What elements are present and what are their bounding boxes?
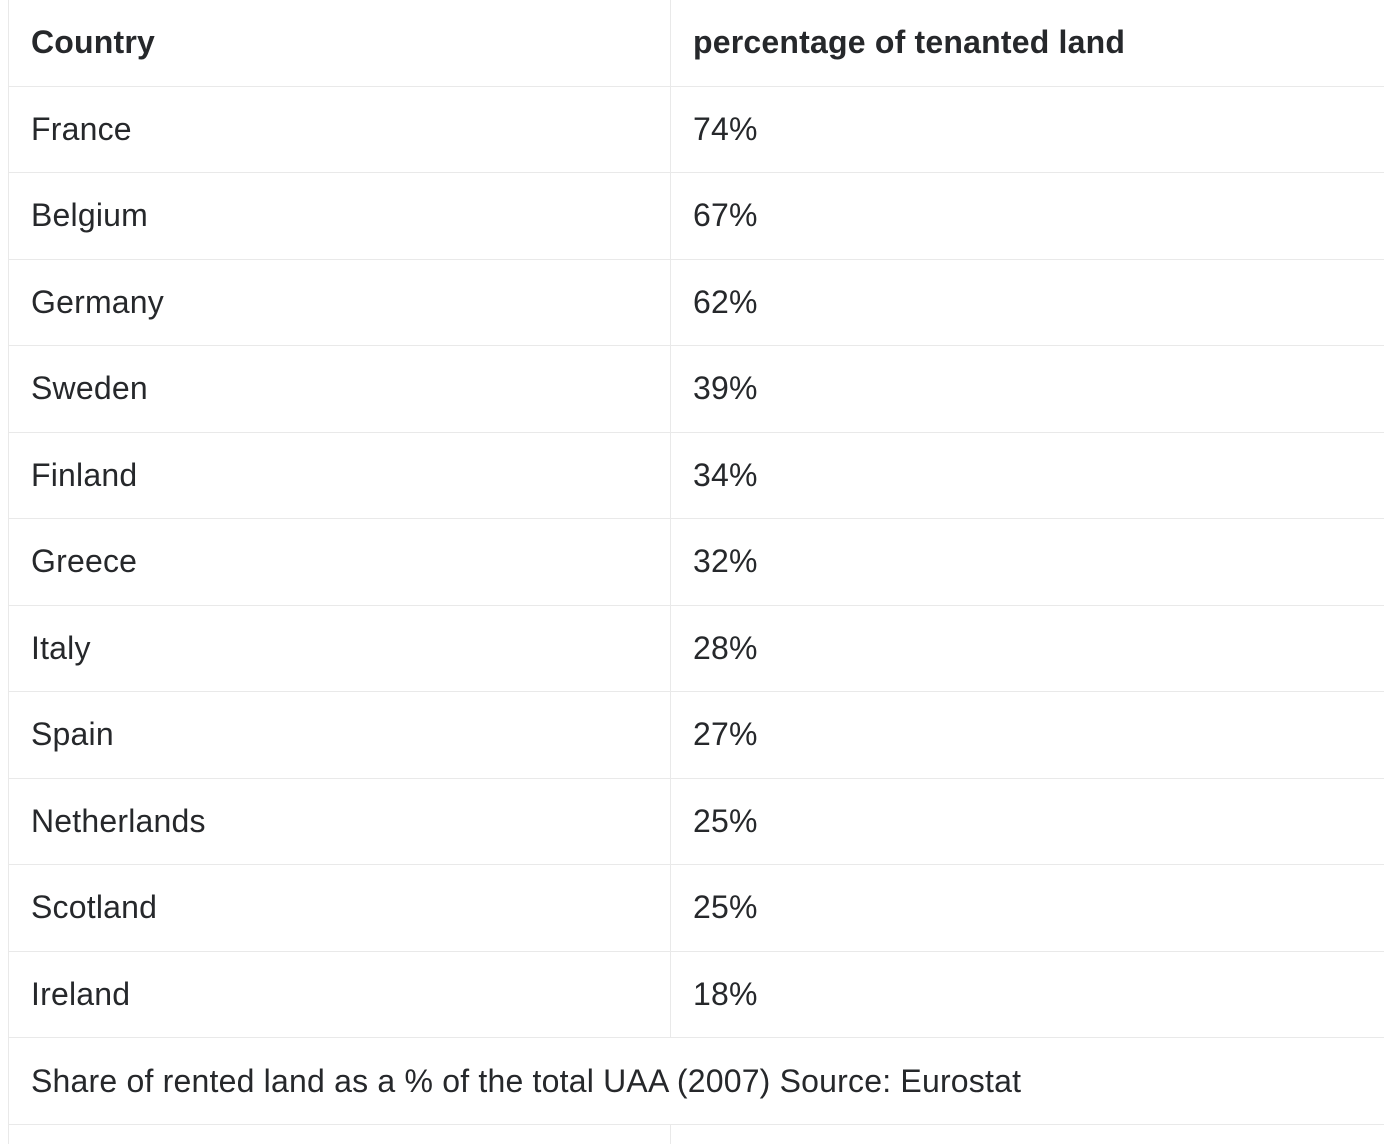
percentage-cell: 25% — [670, 864, 1384, 952]
table-row: Italy 28% — [8, 605, 1384, 692]
country-cell: Netherlands — [8, 778, 671, 865]
percentage-cell: 28% — [670, 605, 1384, 692]
table-footer: Share of rented land as a % of the total… — [8, 1037, 1384, 1144]
column-header-country: Country — [8, 0, 671, 87]
table-partial-row — [8, 1124, 1384, 1144]
table-caption: Share of rented land as a % of the total… — [8, 1037, 1384, 1125]
percentage-cell: 67% — [670, 172, 1384, 260]
table-body: France 74% Belgium 67% Germany 62% Sweden 39% Fi… — [8, 86, 1384, 1038]
table-row: Scotland 25% — [8, 864, 1384, 952]
table-caption-row: Share of rented land as a % of the total… — [8, 1037, 1384, 1125]
table-header: Country percentage of tenanted land — [8, 0, 1384, 87]
table-row: Netherlands 25% — [8, 778, 1384, 865]
country-cell: Sweden — [8, 345, 671, 433]
country-cell: France — [8, 86, 671, 173]
table-row: Finland 34% — [8, 432, 1384, 519]
table-row: Belgium 67% — [8, 172, 1384, 260]
column-header-percentage: percentage of tenanted land — [670, 0, 1384, 87]
table-row: Ireland 18% — [8, 951, 1384, 1038]
country-cell: Spain — [8, 691, 671, 779]
percentage-cell: 27% — [670, 691, 1384, 779]
country-cell: Greece — [8, 518, 671, 606]
country-cell: Finland — [8, 432, 671, 519]
percentage-cell: 39% — [670, 345, 1384, 433]
percentage-cell: 74% — [670, 86, 1384, 173]
percentage-cell: 32% — [670, 518, 1384, 606]
percentage-cell: 18% — [670, 951, 1384, 1038]
table-row: Spain 27% — [8, 691, 1384, 779]
percentage-cell: 25% — [670, 778, 1384, 865]
table-row: Sweden 39% — [8, 345, 1384, 433]
country-cell: Italy — [8, 605, 671, 692]
table-header-row: Country percentage of tenanted land — [8, 0, 1384, 87]
table-row: Greece 32% — [8, 518, 1384, 606]
percentage-cell: 34% — [670, 432, 1384, 519]
country-cell: Scotland — [8, 864, 671, 952]
country-cell: Germany — [8, 259, 671, 346]
partial-cell-country — [8, 1124, 671, 1144]
percentage-cell: 62% — [670, 259, 1384, 346]
country-cell: Belgium — [8, 172, 671, 260]
tenanted-land-table: Country percentage of tenanted land Fran… — [8, 0, 1384, 1144]
table-row: Germany 62% — [8, 259, 1384, 346]
table-row: France 74% — [8, 86, 1384, 173]
partial-cell-percentage — [670, 1124, 1384, 1144]
country-cell: Ireland — [8, 951, 671, 1038]
